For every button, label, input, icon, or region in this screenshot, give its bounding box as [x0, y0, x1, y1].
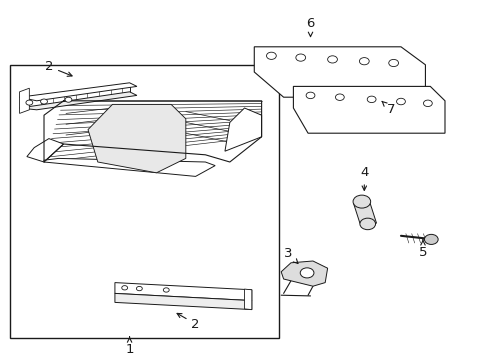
Circle shape — [359, 58, 368, 65]
Circle shape — [359, 218, 375, 230]
Polygon shape — [115, 283, 251, 301]
Polygon shape — [44, 158, 215, 176]
Circle shape — [65, 97, 72, 102]
Circle shape — [396, 98, 405, 105]
Circle shape — [163, 288, 169, 292]
Circle shape — [335, 94, 344, 100]
Polygon shape — [115, 293, 251, 310]
Circle shape — [295, 54, 305, 61]
Circle shape — [122, 285, 127, 290]
Polygon shape — [281, 261, 327, 286]
Circle shape — [327, 56, 337, 63]
Text: 7: 7 — [381, 101, 395, 116]
Circle shape — [388, 59, 398, 67]
Circle shape — [26, 100, 33, 105]
Circle shape — [305, 92, 314, 99]
Polygon shape — [20, 92, 137, 110]
Polygon shape — [224, 108, 261, 151]
Polygon shape — [353, 203, 376, 223]
Text: 2: 2 — [44, 60, 72, 76]
Circle shape — [300, 268, 313, 278]
Polygon shape — [20, 88, 29, 113]
Circle shape — [266, 52, 276, 59]
Circle shape — [423, 100, 431, 107]
Polygon shape — [44, 101, 261, 162]
Text: 2: 2 — [177, 314, 200, 330]
Bar — [10, 65, 278, 338]
Polygon shape — [293, 86, 444, 133]
Text: 6: 6 — [305, 17, 314, 37]
Polygon shape — [244, 289, 251, 310]
Circle shape — [41, 99, 47, 104]
Text: 5: 5 — [418, 240, 427, 258]
Text: 1: 1 — [125, 337, 134, 356]
Polygon shape — [27, 139, 63, 162]
Circle shape — [366, 96, 375, 103]
Circle shape — [424, 234, 437, 244]
Polygon shape — [88, 104, 185, 173]
Polygon shape — [20, 83, 137, 101]
Circle shape — [352, 195, 370, 208]
Text: 3: 3 — [284, 247, 297, 264]
Circle shape — [136, 287, 142, 291]
Polygon shape — [254, 47, 425, 97]
Text: 4: 4 — [359, 166, 368, 190]
